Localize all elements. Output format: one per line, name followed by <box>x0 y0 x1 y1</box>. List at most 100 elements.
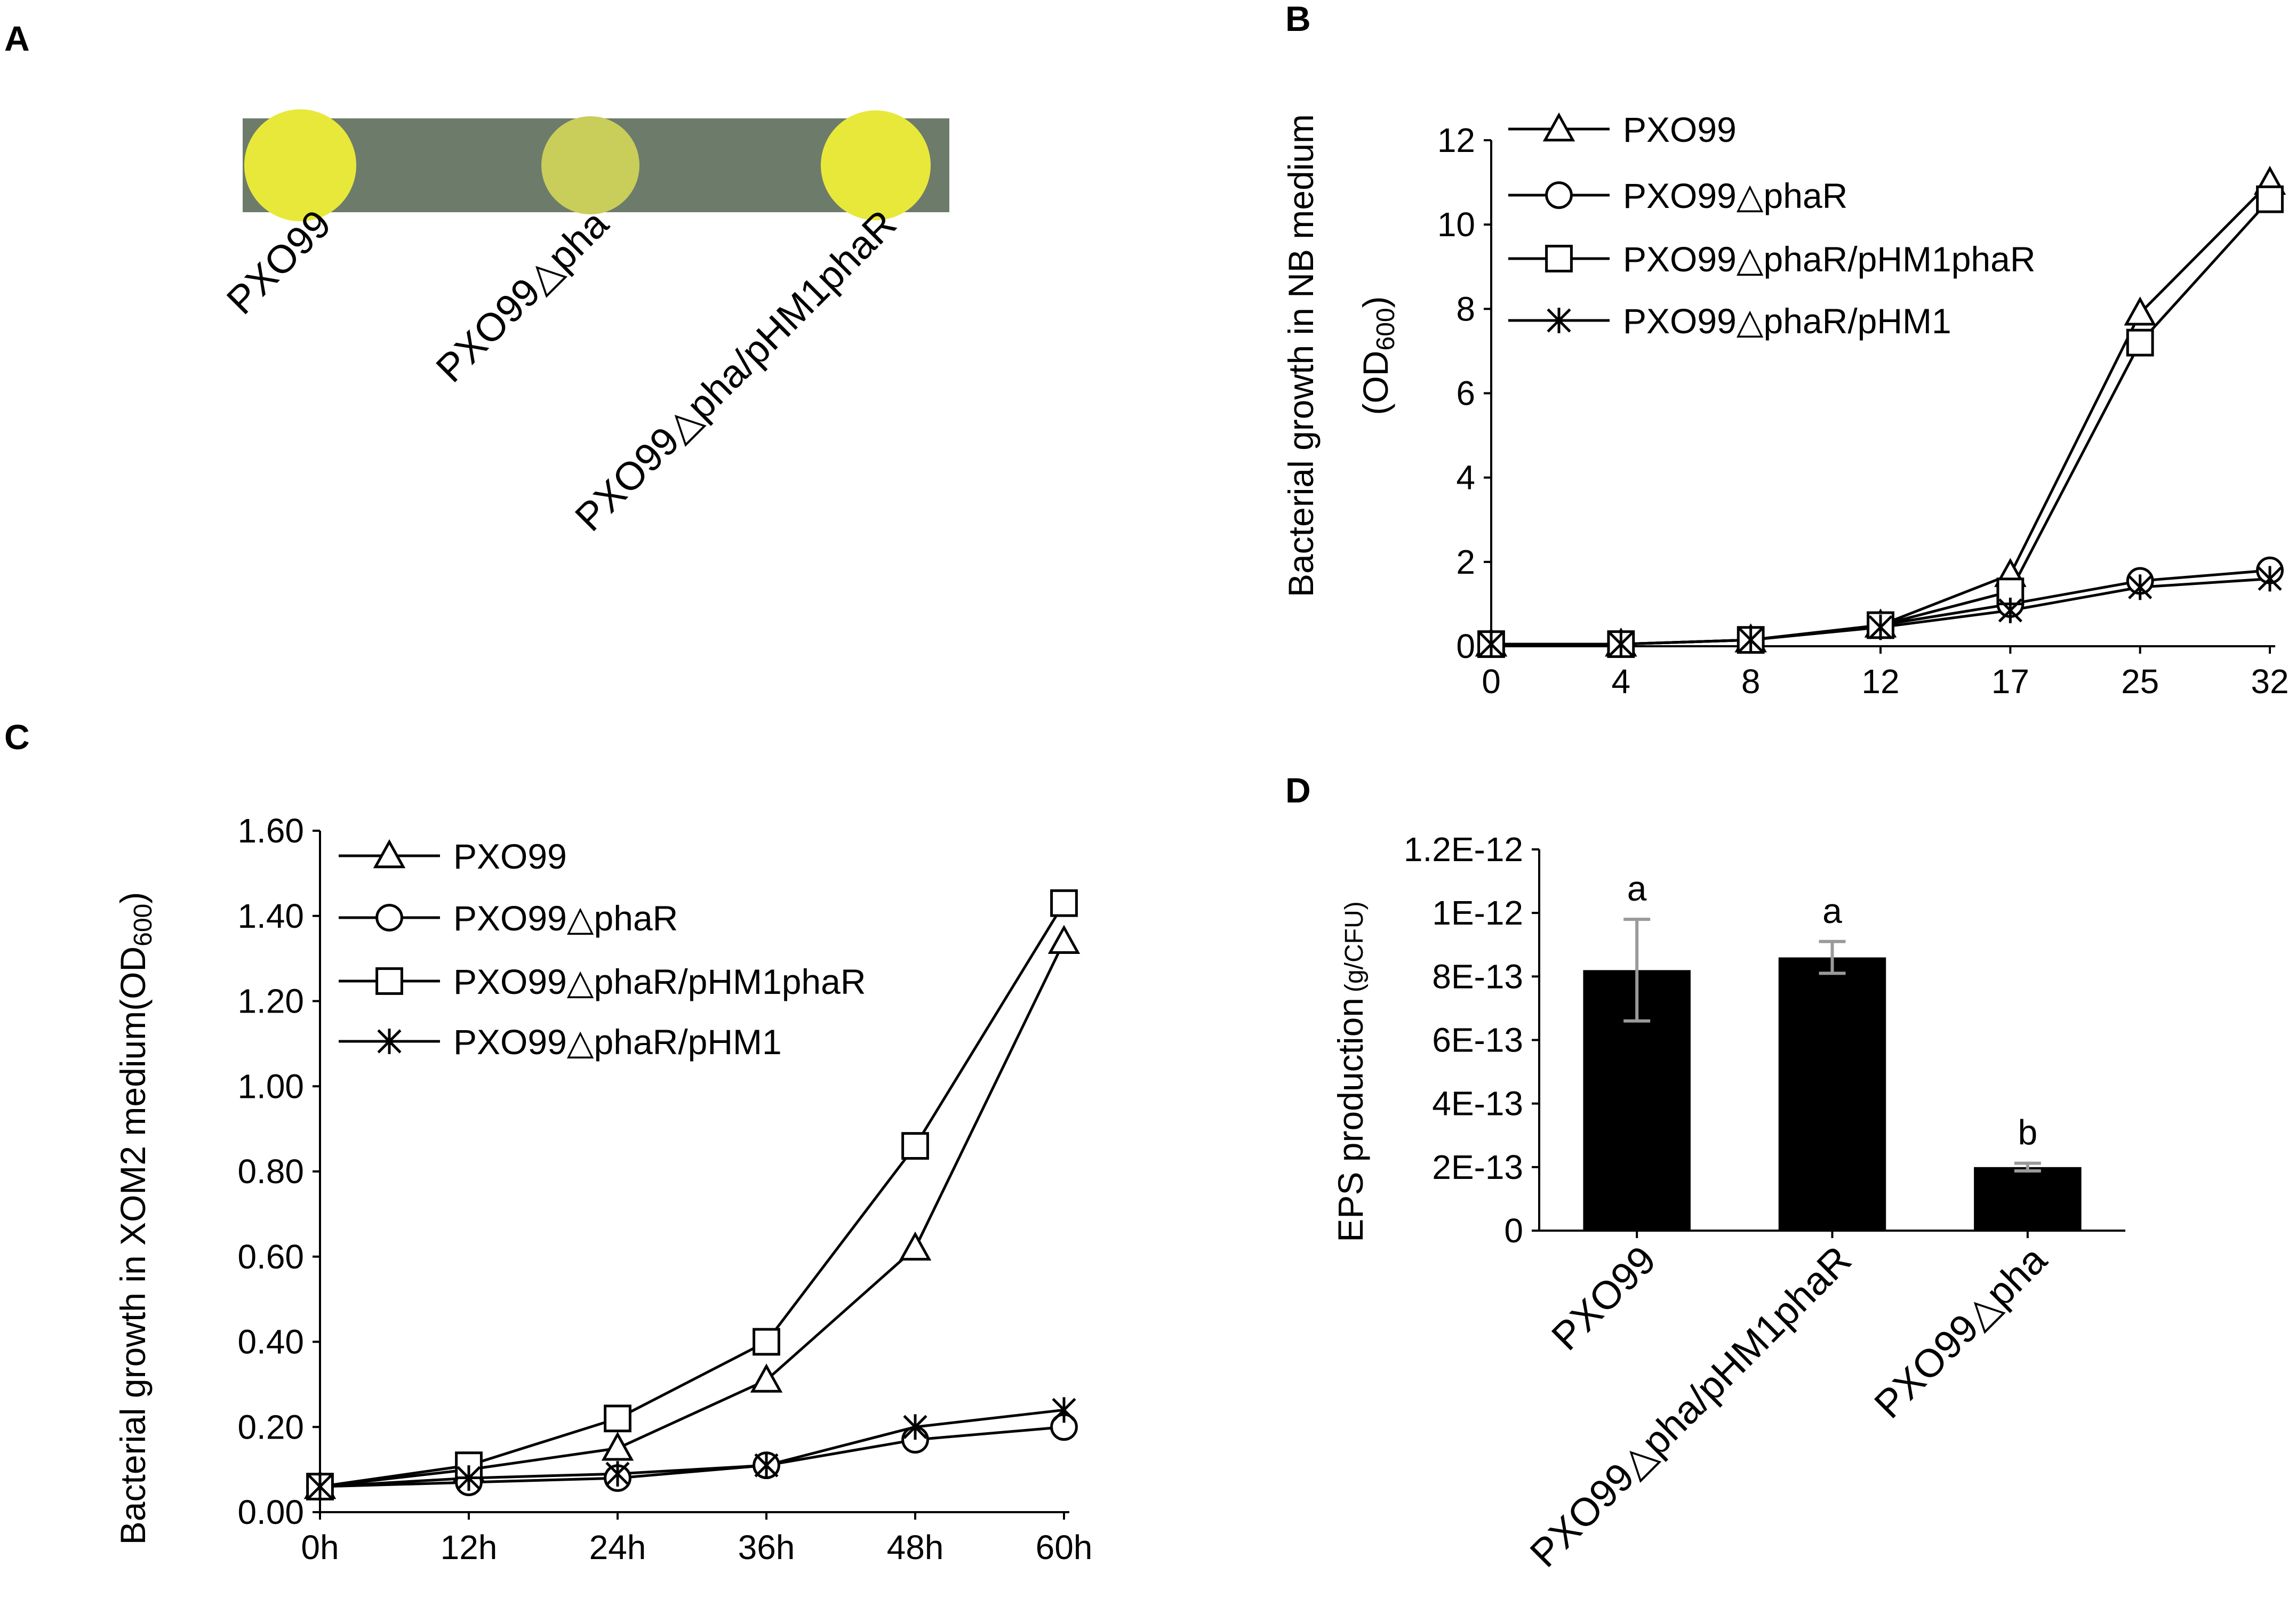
strain-label: PXO99 <box>218 202 339 323</box>
x-tick-label: 36h <box>738 1528 795 1567</box>
series-line <box>319 941 1066 1488</box>
y-tick-label: 4 <box>1456 459 1475 497</box>
square-marker <box>375 967 403 995</box>
series-line <box>319 902 1066 1488</box>
square-marker <box>604 1404 631 1433</box>
circle-marker <box>1545 181 1573 209</box>
y-tick-label: 6E-13 <box>1432 1021 1523 1059</box>
x-tick-label: 0h <box>301 1528 339 1567</box>
panel-a: PXO99 PXO99△pha PXO99△pha/pHM1phaR <box>218 109 949 540</box>
y-tick-label: 8E-13 <box>1432 957 1523 995</box>
strain-label: PXO99△pha/pHM1phaR <box>566 202 905 540</box>
y-axis-unit-sub: 600 <box>1372 308 1400 350</box>
star-marker <box>1479 631 1503 657</box>
y-tick-label: 1.00 <box>237 1067 304 1105</box>
y-tick-label: 2E-13 <box>1432 1148 1523 1186</box>
x-tick-label: 12 <box>1861 662 1899 701</box>
y-axis-unit-close: ) <box>113 892 153 904</box>
legend-label: PXO99△phaR <box>1623 176 1847 215</box>
x-tick-label: 48h <box>887 1528 944 1567</box>
star-marker <box>903 1414 927 1440</box>
series-group <box>1475 165 2286 658</box>
x-tick-label: 0 <box>1482 662 1501 701</box>
y-axis-unit-sub: 600 <box>129 904 157 946</box>
triangle-marker <box>2124 296 2156 326</box>
y-tick-label: 0.60 <box>237 1238 304 1276</box>
y-tick-label: 6 <box>1456 374 1475 413</box>
axes: 0 2 4 6 8 10 12 0 4 8 12 17 25 32 <box>1437 121 2289 701</box>
significance-label: a <box>1627 869 1647 908</box>
square-marker <box>1050 889 1078 917</box>
axes: 0.00 0.20 0.40 0.60 0.80 1.00 1.20 1.40 1.60 0h 12… <box>237 812 1092 1567</box>
triangle-marker <box>1542 112 1575 142</box>
y-tick-label: 2 <box>1456 543 1475 581</box>
square-marker <box>901 1132 929 1160</box>
x-tick-label: 12h <box>441 1528 498 1567</box>
y-tick-label: 0.20 <box>237 1408 304 1446</box>
colony <box>244 109 356 221</box>
y-tick-label: 0.00 <box>237 1493 304 1531</box>
x-tick-label: 60h <box>1036 1528 1093 1567</box>
triangle-marker <box>1047 925 1081 954</box>
significance-label: a <box>1822 891 1842 930</box>
y-axis-unit-close: ) <box>1356 296 1395 308</box>
legend: PXO99 PXO99△phaR PXO99△phaR/pHM1phaR PXO99△… <box>339 837 866 1062</box>
star-marker <box>2258 566 2282 592</box>
significance-label: b <box>2018 1113 2037 1152</box>
y-axis-title-main: EPS production <box>1331 998 1370 1242</box>
y-axis-unit-open: (OD <box>1356 351 1395 415</box>
series-line <box>319 1408 1065 1488</box>
star-marker <box>1052 1397 1076 1423</box>
triangle-marker <box>601 1432 634 1461</box>
x-tick-label: 25 <box>2121 662 2159 701</box>
y-tick-label: 10 <box>1437 205 1475 244</box>
star-marker <box>754 1452 779 1479</box>
x-tick-label: PXO99△pha/pHM1phaR <box>1522 1238 1860 1576</box>
y-tick-label: 1.2E-12 <box>1404 830 1523 869</box>
y-tick-label: 0.40 <box>237 1323 304 1361</box>
panel-label-b: B <box>1285 0 1311 38</box>
legend-label: PXO99△phaR/pHM1phaR <box>1623 239 2036 279</box>
y-axis-title-main: Bacterial growth in XOM2 medium(OD <box>113 946 153 1545</box>
x-tick-label: PXO99 <box>1543 1238 1664 1359</box>
y-axis-title: EPS production (g/CFU) <box>1331 901 1370 1242</box>
square-marker <box>2126 328 2154 357</box>
y-axis-title: Bacterial growth in NB medium <box>1281 114 1321 597</box>
star-marker <box>605 1461 630 1487</box>
bars: a a b <box>1583 869 2082 1231</box>
strain-label: PXO99△pha <box>427 201 617 391</box>
star-marker <box>1547 308 1571 333</box>
star-marker <box>2128 574 2153 600</box>
y-tick-label: 1.60 <box>237 812 304 850</box>
x-tick-label: 8 <box>1741 662 1761 701</box>
star-marker <box>1998 597 2022 623</box>
square-marker <box>753 1328 780 1356</box>
y-tick-label: 0 <box>1504 1211 1523 1250</box>
y-tick-label: 1E-12 <box>1432 894 1523 932</box>
legend-label: PXO99△phaR/pHM1phaR <box>453 962 866 1001</box>
series-group <box>303 889 1081 1500</box>
y-tick-label: 1.20 <box>237 982 304 1021</box>
triangle-marker <box>899 1231 932 1261</box>
star-marker <box>1609 631 1633 657</box>
y-tick-label: 0 <box>1456 627 1475 665</box>
triangle-marker <box>750 1363 783 1393</box>
star-marker <box>377 1029 402 1054</box>
colony <box>821 110 931 220</box>
x-tick-label: 24h <box>589 1528 646 1567</box>
colonies <box>244 109 931 221</box>
panel-label-d: D <box>1285 770 1311 810</box>
legend-label: PXO99 <box>453 837 567 876</box>
panel-label-c: C <box>4 717 30 757</box>
panel-d-chart: 02E-134E-136E-138E-131E-121.2E-12PXO99PX… <box>1331 830 2125 1576</box>
star-marker <box>1739 627 1763 653</box>
y-axis-unit: (g/CFU) <box>1340 901 1369 992</box>
panel-label-a: A <box>4 19 30 58</box>
circle-marker <box>375 904 403 932</box>
square-marker <box>2256 185 2284 213</box>
y-tick-label: 12 <box>1437 121 1475 159</box>
legend-label: PXO99△phaR/pHM1 <box>1623 301 1951 341</box>
y-tick-label: 0.80 <box>237 1152 304 1191</box>
bar <box>1974 1167 2082 1231</box>
